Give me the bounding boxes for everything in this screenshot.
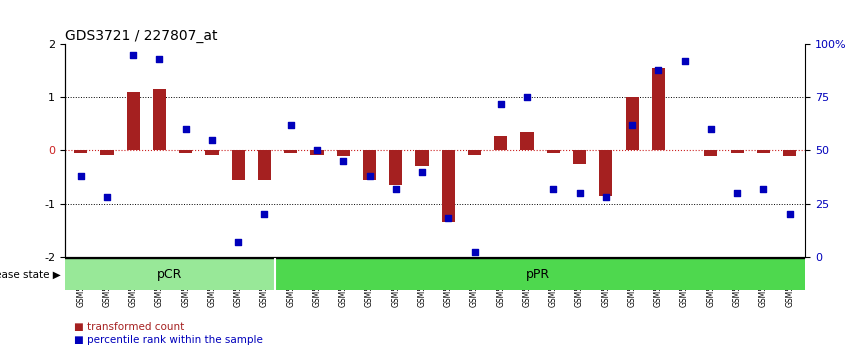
Bar [757, 150, 770, 153]
Bar [74, 150, 87, 153]
Point [783, 211, 797, 217]
Bar [258, 150, 271, 179]
Point [336, 158, 350, 164]
Point [74, 173, 87, 179]
Point [756, 186, 770, 192]
Point [651, 67, 665, 73]
Point [468, 250, 481, 255]
Bar [389, 150, 403, 185]
Text: disease state ▶: disease state ▶ [0, 269, 61, 279]
Bar [704, 150, 717, 156]
Bar [284, 150, 297, 153]
Bar [652, 68, 665, 150]
Point [599, 194, 613, 200]
Bar [494, 136, 507, 150]
Bar [363, 150, 376, 179]
Bar [232, 150, 245, 179]
Bar [625, 97, 638, 150]
Point [730, 190, 744, 196]
Point [100, 194, 114, 200]
Point [284, 122, 298, 128]
Bar [310, 150, 324, 155]
Bar [520, 132, 533, 150]
Text: ■ transformed count: ■ transformed count [74, 322, 184, 332]
Bar [275, 258, 816, 290]
Point [704, 126, 718, 132]
Bar [573, 150, 586, 164]
Bar [599, 150, 612, 195]
Text: GDS3721 / 227807_at: GDS3721 / 227807_at [65, 29, 217, 43]
Point [178, 126, 192, 132]
Bar [442, 150, 455, 222]
Bar [126, 92, 139, 150]
Bar [179, 150, 192, 153]
Bar [731, 150, 744, 153]
Point [678, 58, 692, 64]
Text: pCR: pCR [158, 268, 183, 281]
Point [152, 56, 166, 62]
Point [126, 52, 140, 58]
Bar [416, 150, 429, 166]
Point [625, 122, 639, 128]
Bar [100, 150, 113, 155]
Bar [546, 150, 560, 153]
Point [520, 95, 534, 100]
Point [310, 148, 324, 153]
Bar [337, 150, 350, 156]
Point [442, 216, 456, 221]
Bar [205, 150, 218, 155]
Text: pPR: pPR [526, 268, 550, 281]
Point [363, 173, 377, 179]
Point [257, 211, 271, 217]
Bar [783, 150, 796, 156]
Point [415, 169, 429, 175]
Point [546, 186, 560, 192]
Point [205, 137, 219, 143]
Text: ■ percentile rank within the sample: ■ percentile rank within the sample [74, 335, 262, 345]
Bar [468, 150, 481, 155]
Point [494, 101, 507, 107]
Point [231, 239, 245, 245]
Bar [65, 258, 275, 290]
Point [389, 186, 403, 192]
Bar [153, 89, 166, 150]
Point [572, 190, 586, 196]
